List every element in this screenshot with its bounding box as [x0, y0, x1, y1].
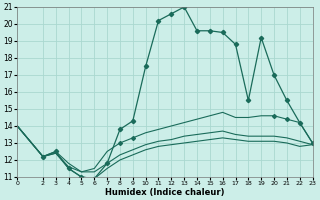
X-axis label: Humidex (Indice chaleur): Humidex (Indice chaleur): [105, 188, 225, 197]
